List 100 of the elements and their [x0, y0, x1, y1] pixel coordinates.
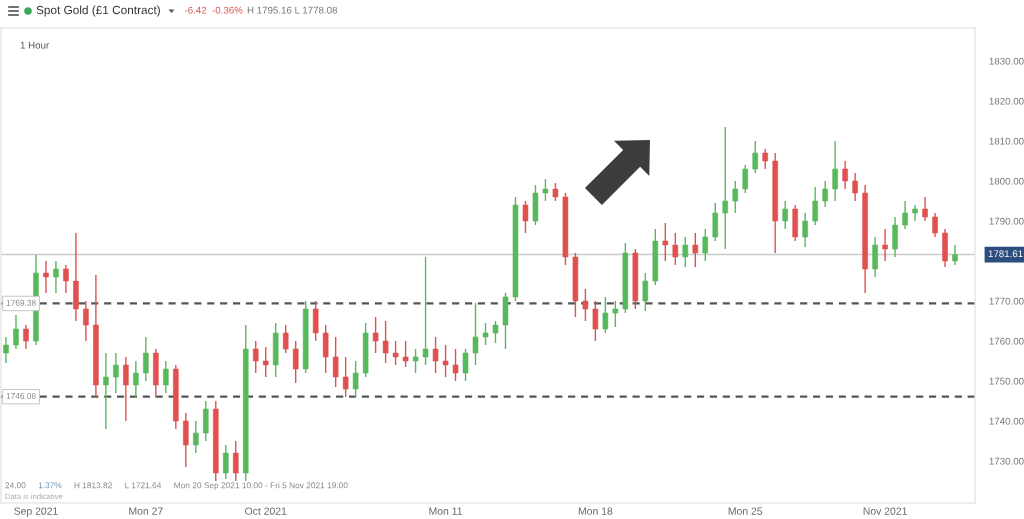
chart-title: Spot Gold (£1 Contract) — [36, 5, 160, 17]
candlestick — [422, 256, 429, 366]
candlestick — [442, 344, 449, 378]
candlestick — [482, 322, 489, 346]
candlestick — [3, 336, 9, 364]
candlestick — [682, 236, 689, 268]
candlestick — [432, 336, 439, 374]
x-tick-label: Nov 2021 — [863, 507, 907, 515]
x-tick-label: Sep 2021 — [14, 507, 58, 517]
candlestick — [592, 300, 599, 342]
annotation: 24.00 — [5, 482, 26, 489]
text: H 1795.16 L 1778.08 — [247, 6, 338, 14]
candlestick — [722, 126, 729, 250]
candlestick — [812, 186, 818, 226]
y-tick-label: 1800.00 — [989, 177, 1024, 185]
candlestick — [522, 200, 529, 234]
ref-line-label: 1781.61 — [988, 250, 1023, 258]
candlestick — [322, 324, 329, 374]
x-tick-label: Mon 25 — [728, 507, 763, 515]
y-tick-label: 1740.00 — [989, 417, 1024, 425]
candlestick — [872, 236, 878, 278]
y-tick-label: 1810.00 — [989, 137, 1024, 145]
annotation: 1.37% — [38, 482, 62, 489]
candlestick — [672, 232, 679, 266]
candlestick — [662, 222, 669, 262]
y-tick-label: 1730.00 — [989, 457, 1024, 465]
candlestick — [492, 320, 499, 344]
candlestick — [123, 356, 129, 422]
annotation: L 1721.64 — [125, 482, 162, 489]
candlestick — [252, 340, 259, 374]
candlestick — [692, 232, 699, 268]
ref-line-label: 1746.08 — [6, 393, 36, 399]
candlestick — [902, 200, 908, 230]
candlestick — [382, 320, 389, 364]
y-tick-label: 1760.00 — [989, 337, 1024, 345]
candlestick — [582, 288, 589, 322]
candlestick — [732, 180, 739, 214]
candlestick — [133, 360, 139, 398]
candlestick — [542, 178, 549, 202]
candlestick — [232, 440, 239, 482]
candlestick — [23, 324, 29, 350]
x-tick-label: Mon 11 — [429, 507, 463, 515]
candlestick — [163, 360, 169, 394]
candlestick — [602, 296, 609, 334]
candlestick — [842, 160, 848, 190]
candlestick — [612, 300, 619, 328]
candlestick — [262, 346, 269, 378]
x-tick-label: Mon 27 — [129, 507, 163, 515]
x-tick-label: Oct 2021 — [245, 507, 287, 515]
candlestick — [193, 420, 199, 454]
candlestick — [912, 204, 918, 222]
candlestick — [762, 148, 768, 170]
candlestick — [882, 228, 888, 262]
candlestick — [802, 212, 808, 248]
candlestick — [53, 260, 59, 294]
candlestick — [312, 300, 319, 342]
candlestick — [892, 216, 898, 258]
y-tick-label: 1750.00 — [989, 377, 1024, 385]
candlestick — [352, 360, 359, 398]
candlestick — [113, 352, 119, 394]
annotation: 1 Hour — [20, 41, 50, 49]
candlestick — [292, 340, 299, 384]
candlestick — [832, 140, 838, 202]
candlestick — [752, 140, 758, 174]
y-tick-label: 1790.00 — [989, 217, 1024, 225]
candlestick — [782, 200, 788, 230]
candlestick — [642, 272, 649, 312]
ref-line-label: 1769.38 — [6, 299, 36, 306]
candlestick — [402, 340, 409, 368]
candlestick — [83, 300, 89, 342]
candlestick — [13, 314, 19, 350]
candlestick — [822, 180, 828, 208]
candlestick — [452, 348, 459, 382]
candlestick — [183, 412, 189, 468]
x-tick-label: Mon 18 — [578, 507, 613, 515]
candlestick — [143, 336, 149, 382]
candlestick — [392, 340, 399, 366]
candlestick — [952, 244, 958, 266]
annotation: Mon 20 Sep 2021 10:00 - Fri 5 Nov 2021 19:00 — [174, 482, 348, 490]
chart-subtitle: -6.42 -0.36% — [184, 6, 243, 14]
candlestick — [852, 172, 858, 202]
candlestick — [372, 316, 379, 354]
candlestick — [922, 196, 928, 222]
candlestick — [43, 260, 49, 294]
y-tick-label: 1820.00 — [989, 97, 1024, 105]
candlestick — [342, 356, 349, 398]
candlestick — [412, 348, 419, 374]
candlestick — [702, 228, 709, 262]
candlestick — [742, 164, 749, 194]
annotation: H 1813.82 — [74, 482, 112, 489]
candlestick — [932, 212, 938, 238]
candlestick — [712, 202, 719, 242]
candlestick — [462, 348, 469, 382]
candlestick — [203, 400, 209, 442]
candlestick — [103, 352, 109, 430]
candlestick — [472, 302, 479, 366]
candlestick — [222, 444, 229, 480]
y-tick-label: 1770.00 — [989, 297, 1024, 305]
candlestick — [282, 324, 289, 354]
candlestick — [332, 336, 339, 388]
